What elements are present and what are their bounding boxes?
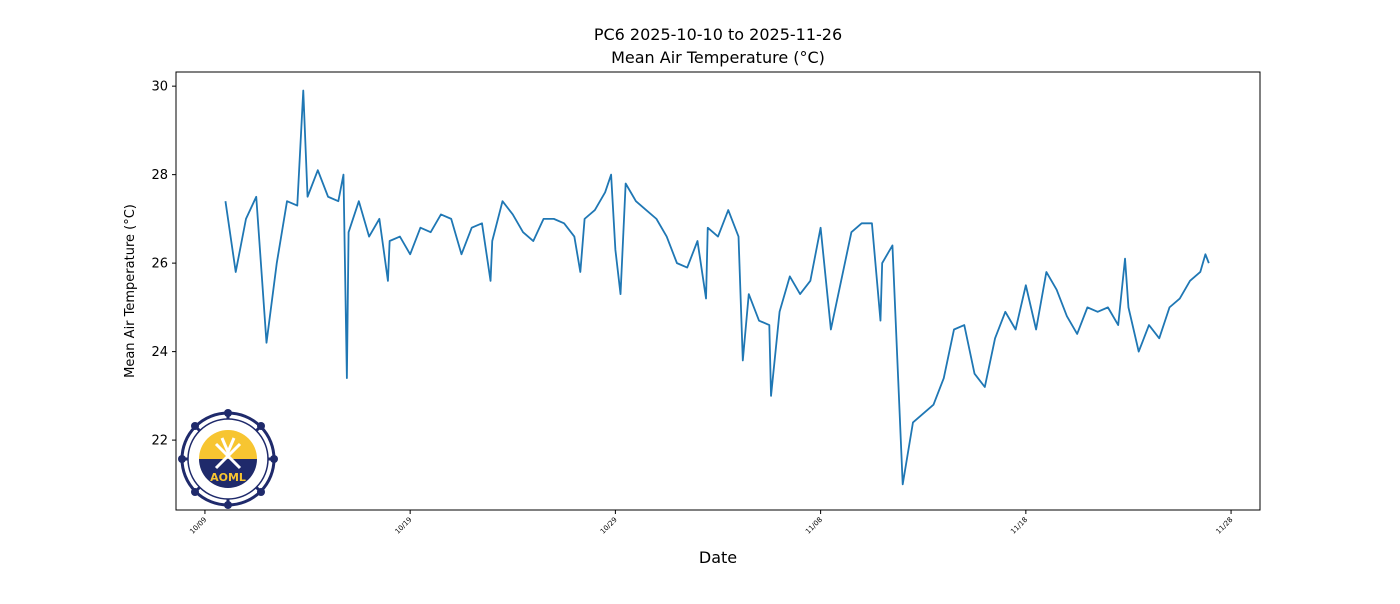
logo-knobs xyxy=(178,409,278,509)
y-tick-label: 28 xyxy=(151,168,168,183)
x-axis-label: Date xyxy=(699,548,737,567)
y-tick-label: 26 xyxy=(151,257,168,272)
chart-title: PC6 2025-10-10 to 2025-11-26 xyxy=(594,25,842,44)
y-axis-label: Mean Air Temperature (°C) xyxy=(123,204,138,378)
logo: AOML xyxy=(178,409,278,509)
y-tick-label: 22 xyxy=(151,434,168,449)
axes-frame xyxy=(175,71,1261,511)
y-tick-label: 30 xyxy=(151,80,168,95)
logo-sea xyxy=(199,459,257,488)
logo-text: AOML xyxy=(210,471,246,484)
y-tick-label: 24 xyxy=(151,345,168,360)
data-line xyxy=(224,89,1210,486)
chart-subtitle: Mean Air Temperature (°C) xyxy=(611,48,825,67)
logo-sun xyxy=(199,430,257,459)
logo-emblem xyxy=(214,437,242,470)
